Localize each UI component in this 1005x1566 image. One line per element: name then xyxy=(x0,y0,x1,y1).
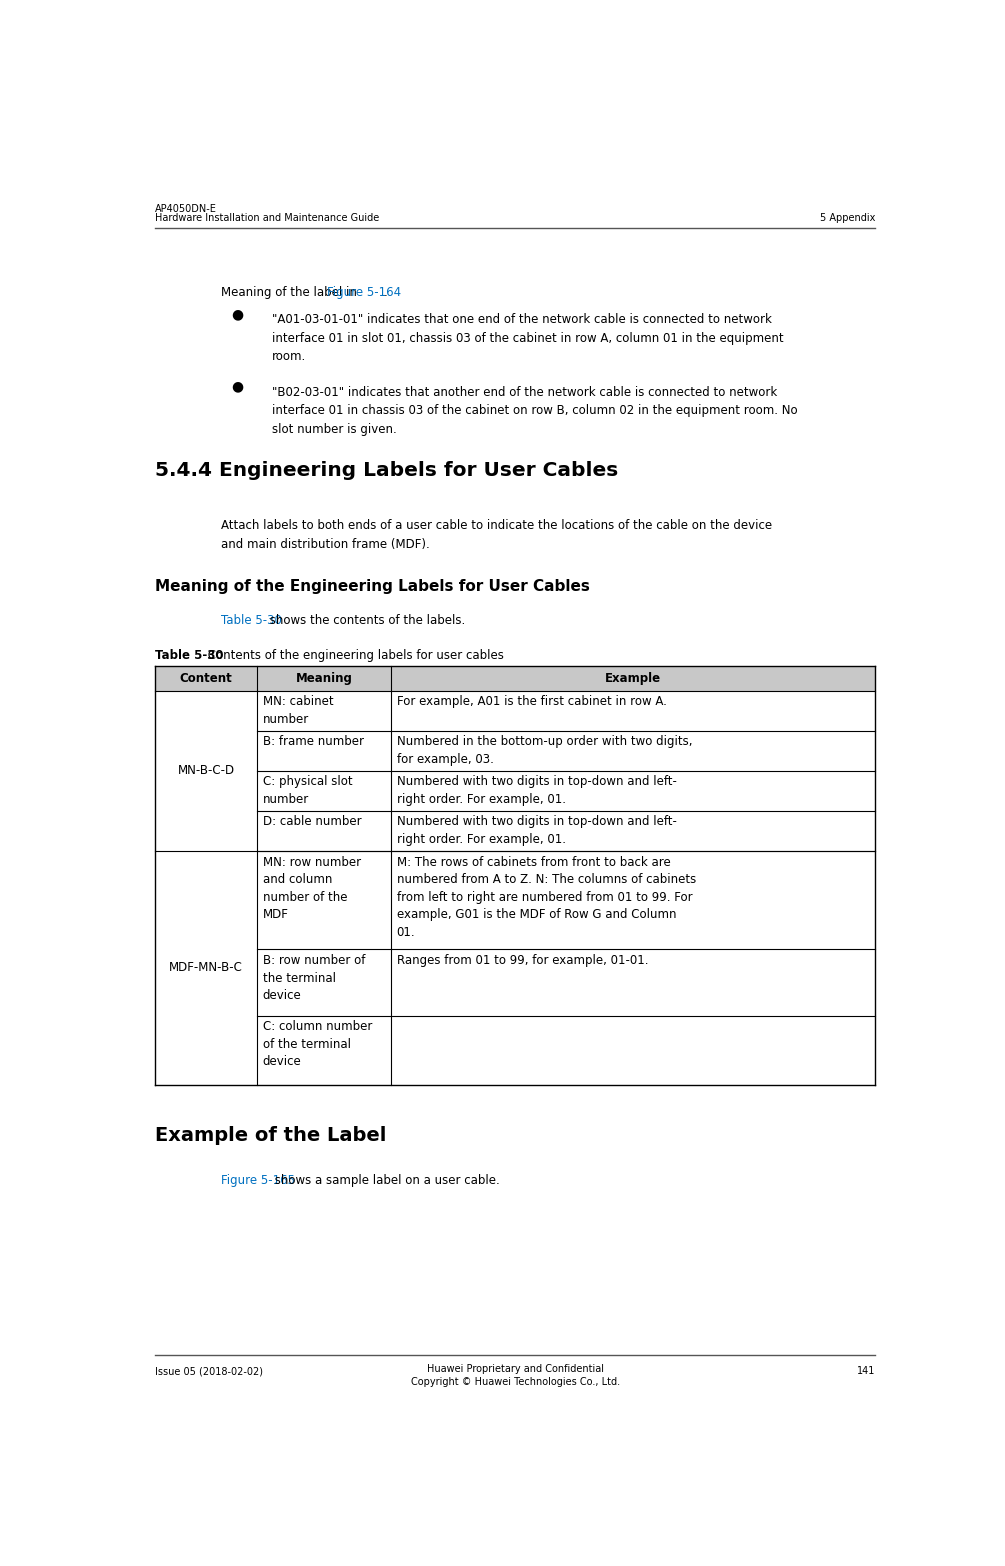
Text: ●: ● xyxy=(231,381,243,393)
Text: Meaning: Meaning xyxy=(295,672,353,684)
Text: shows the contents of the labels.: shows the contents of the labels. xyxy=(265,614,465,626)
Text: MDF-MN-B-C: MDF-MN-B-C xyxy=(169,962,243,974)
Text: "B02-03-01" indicates that another end of the network cable is connected to netw: "B02-03-01" indicates that another end o… xyxy=(272,385,798,435)
Text: Numbered with two digits in top-down and left-
right order. For example, 01.: Numbered with two digits in top-down and… xyxy=(397,816,676,846)
Text: Meaning of the label in: Meaning of the label in xyxy=(221,287,360,299)
Text: Figure 5-164: Figure 5-164 xyxy=(328,287,401,299)
Text: .: . xyxy=(384,287,387,299)
Text: Content: Content xyxy=(180,672,232,684)
Text: C: column number
of the terminal
device: C: column number of the terminal device xyxy=(262,1021,372,1068)
Text: MN-B-C-D: MN-B-C-D xyxy=(178,764,235,777)
Text: B: row number of
the terminal
device: B: row number of the terminal device xyxy=(262,954,365,1002)
Text: C: physical slot
number: C: physical slot number xyxy=(262,775,353,806)
Text: 5 Appendix: 5 Appendix xyxy=(819,213,875,224)
Text: shows a sample label on a user cable.: shows a sample label on a user cable. xyxy=(271,1173,500,1187)
Text: Attach labels to both ends of a user cable to indicate the locations of the cabl: Attach labels to both ends of a user cab… xyxy=(221,518,772,551)
Text: MN: row number
and column
number of the
MDF: MN: row number and column number of the … xyxy=(262,855,361,921)
Text: For example, A01 is the first cabinet in row A.: For example, A01 is the first cabinet in… xyxy=(397,695,666,708)
Text: B: frame number: B: frame number xyxy=(262,736,364,749)
Text: MN: cabinet
number: MN: cabinet number xyxy=(262,695,334,727)
Text: Numbered in the bottom-up order with two digits,
for example, 03.: Numbered in the bottom-up order with two… xyxy=(397,736,692,766)
Text: 5.4.4 Engineering Labels for User Cables: 5.4.4 Engineering Labels for User Cables xyxy=(155,462,618,481)
Text: Example: Example xyxy=(605,672,661,684)
Text: Meaning of the Engineering Labels for User Cables: Meaning of the Engineering Labels for Us… xyxy=(155,579,590,594)
Text: D: cable number: D: cable number xyxy=(262,816,362,828)
Text: Numbered with two digits in top-down and left-
right order. For example, 01.: Numbered with two digits in top-down and… xyxy=(397,775,676,806)
Text: Table 5-30: Table 5-30 xyxy=(221,614,281,626)
Text: AP4050DN-E: AP4050DN-E xyxy=(155,204,217,215)
Text: Hardware Installation and Maintenance Guide: Hardware Installation and Maintenance Gu… xyxy=(155,213,380,224)
Text: Ranges from 01 to 99, for example, 01-01.: Ranges from 01 to 99, for example, 01-01… xyxy=(397,954,648,968)
Text: M: The rows of cabinets from front to back are
numbered from A to Z. N: The colu: M: The rows of cabinets from front to ba… xyxy=(397,855,695,938)
Text: Example of the Label: Example of the Label xyxy=(155,1126,387,1145)
Text: Contents of the engineering labels for user cables: Contents of the engineering labels for u… xyxy=(204,650,504,662)
Text: Figure 5-165: Figure 5-165 xyxy=(221,1173,294,1187)
Text: Issue 05 (2018-02-02): Issue 05 (2018-02-02) xyxy=(155,1366,263,1377)
Text: 141: 141 xyxy=(856,1366,875,1377)
Text: Copyright © Huawei Technologies Co., Ltd.: Copyright © Huawei Technologies Co., Ltd… xyxy=(410,1377,620,1387)
Text: ●: ● xyxy=(231,307,243,321)
Text: Huawei Proprietary and Confidential: Huawei Proprietary and Confidential xyxy=(426,1364,604,1373)
Text: Table 5-30: Table 5-30 xyxy=(155,650,224,662)
Bar xyxy=(155,666,875,691)
Text: "A01-03-01-01" indicates that one end of the network cable is connected to netwo: "A01-03-01-01" indicates that one end of… xyxy=(272,313,784,363)
